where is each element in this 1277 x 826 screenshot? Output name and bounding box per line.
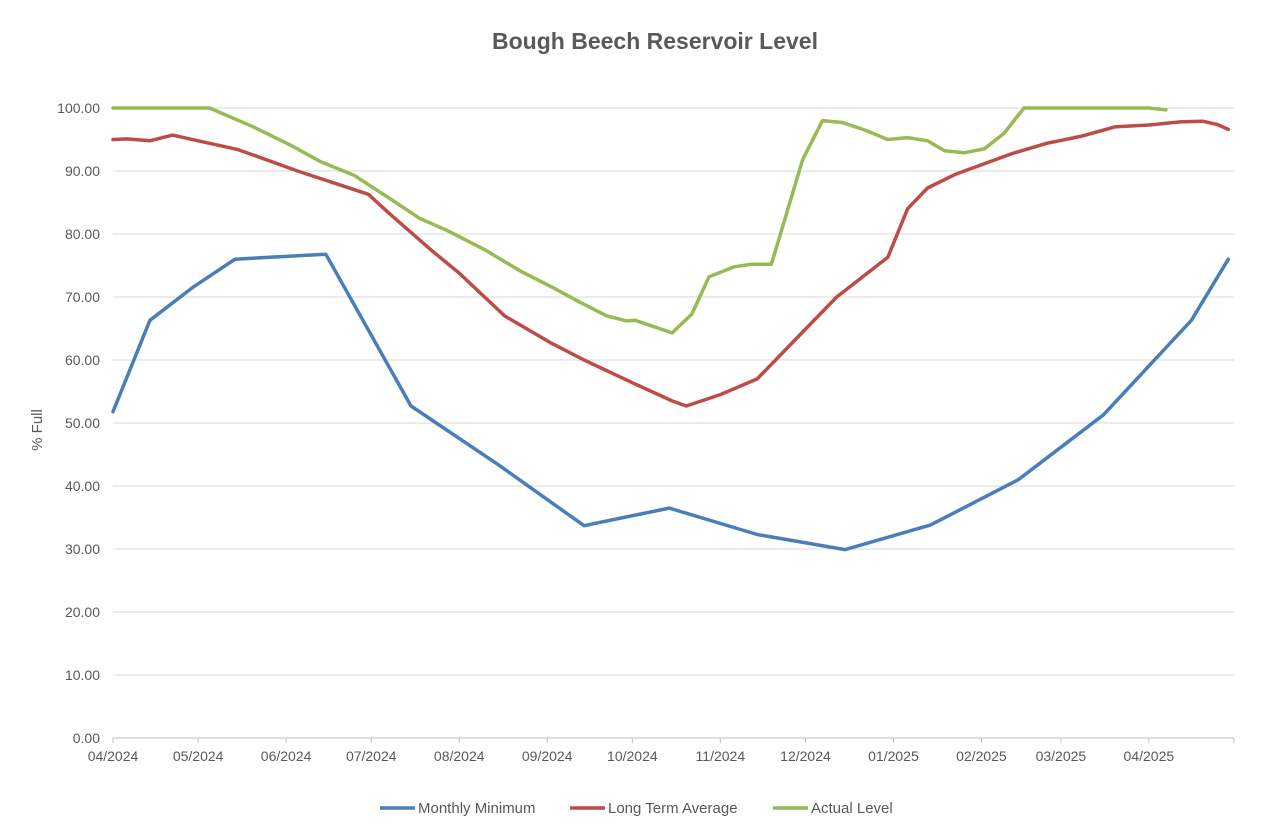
x-tick-label: 03/2025: [1036, 748, 1087, 764]
y-tick-label: 90.00: [65, 163, 100, 179]
x-tick-label: 06/2024: [261, 748, 312, 764]
x-tick-label: 12/2024: [780, 748, 831, 764]
y-tick-label: 0.00: [73, 730, 100, 746]
series-line-monthly-minimum: [111, 252, 1231, 552]
series-lines: [111, 106, 1231, 552]
y-axis-ticks: 0.00 10.00 20.00 30.00 40.00 50.00 60.00 70.00 8…: [57, 100, 100, 746]
y-tick-label: 60.00: [65, 352, 100, 368]
legend-label: Actual Level: [811, 800, 893, 817]
x-tick-label: 11/2024: [696, 748, 746, 764]
y-tick-label: 80.00: [65, 226, 100, 242]
x-tick-label: 04/2024: [88, 748, 139, 764]
y-tick-label: 100.00: [57, 100, 100, 116]
x-tick-label: 04/2025: [1124, 748, 1175, 764]
y-axis-label: % Full: [29, 409, 46, 451]
y-tick-label: 40.00: [65, 478, 100, 494]
x-tick-label: 07/2024: [346, 748, 397, 764]
y-tick-label: 30.00: [65, 541, 100, 557]
x-tick-label: 10/2024: [607, 748, 658, 764]
legend-label: Long Term Average: [608, 800, 738, 817]
x-tick-label: 01/2025: [868, 748, 919, 764]
y-tick-label: 70.00: [65, 289, 100, 305]
y-tick-label: 20.00: [65, 604, 100, 620]
y-tick-label: 50.00: [65, 415, 100, 431]
series-line-actual-level: [111, 106, 1168, 335]
chart-title: Bough Beech Reservoir Level: [492, 28, 818, 54]
x-tick-label: 09/2024: [522, 748, 573, 764]
series-line-long-term-average: [111, 119, 1231, 408]
legend: Monthly Minimum Long Term Average Actual L…: [380, 800, 893, 817]
x-tick-label: 08/2024: [434, 748, 485, 764]
y-tick-label: 10.00: [65, 667, 100, 683]
legend-label: Monthly Minimum: [418, 800, 536, 817]
x-tick-label: 05/2024: [173, 748, 224, 764]
x-axis-ticks: 04/2024 05/2024 06/2024 07/2024 08/2024 09/20…: [88, 738, 1235, 764]
x-tick-label: 02/2025: [956, 748, 1007, 764]
